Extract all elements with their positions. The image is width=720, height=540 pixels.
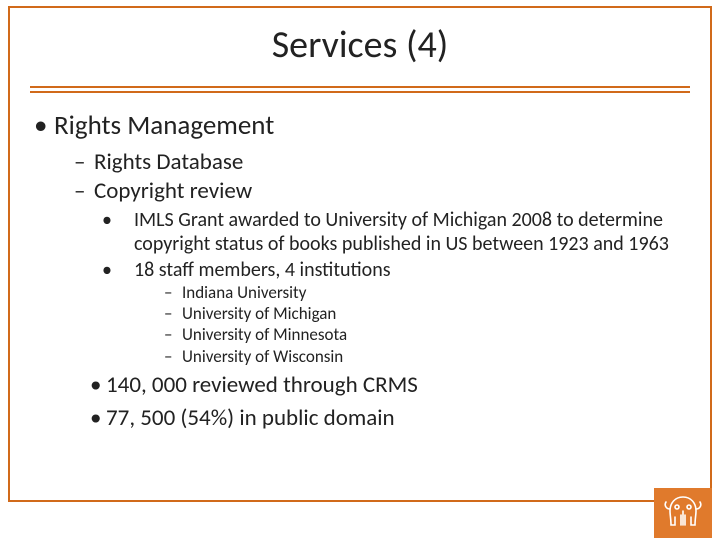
bullet-l2: –Copyright review — [74, 177, 686, 206]
title-divider-bottom — [30, 91, 690, 93]
bullet-marker: – — [74, 148, 94, 177]
bullet-l4: –University of Michigan — [164, 303, 686, 324]
bullet-marker: – — [164, 282, 182, 303]
bullet-l1-extra: •140, 000 reviewed through CRMS — [90, 371, 686, 400]
bullet-l2: –Rights Database — [74, 148, 686, 177]
title-divider-top — [30, 86, 690, 88]
bullet-l4: –Indiana University — [164, 282, 686, 303]
bullet-l4: –University of Minnesota — [164, 324, 686, 345]
elephant-icon — [661, 491, 705, 536]
bullet-text: Indiana University — [182, 282, 306, 303]
bullet-marker: – — [164, 303, 182, 324]
slide-content: •Rights Management –Rights Database –Cop… — [34, 110, 686, 432]
bullet-l4: –University of Wisconsin — [164, 346, 686, 367]
bullet-text: Rights Database — [94, 148, 243, 176]
bullet-text: Rights Management — [54, 109, 274, 142]
bullet-text: 140, 000 reviewed through CRMS — [106, 371, 418, 399]
bullet-l1-extra: •77, 500 (54%) in public domain — [90, 404, 686, 433]
bullet-text: 77, 500 (54%) in public domain — [106, 404, 395, 432]
bullet-marker: – — [74, 177, 94, 206]
bullet-l1: •Rights Management — [34, 110, 686, 142]
bullet-marker: • — [118, 258, 134, 282]
bullet-text: University of Wisconsin — [182, 346, 343, 367]
bullet-marker: • — [90, 404, 106, 433]
bullet-marker: • — [118, 208, 134, 232]
bullet-l3: •IMLS Grant awarded to University of Mic… — [118, 208, 686, 256]
bullet-l3: •18 staff members, 4 institutions — [118, 258, 686, 282]
bullet-marker: • — [34, 110, 54, 142]
bullet-text: 18 staff members, 4 institutions — [134, 258, 391, 282]
hathitrust-logo — [654, 488, 712, 538]
bullet-marker: • — [90, 371, 106, 400]
bullet-text: IMLS Grant awarded to University of Mich… — [134, 208, 669, 256]
bullet-text: Copyright review — [94, 177, 252, 205]
bullet-marker: – — [164, 346, 182, 367]
bullet-text: University of Michigan — [182, 303, 336, 324]
bullet-marker: – — [164, 324, 182, 345]
bullet-text: University of Minnesota — [182, 324, 347, 345]
